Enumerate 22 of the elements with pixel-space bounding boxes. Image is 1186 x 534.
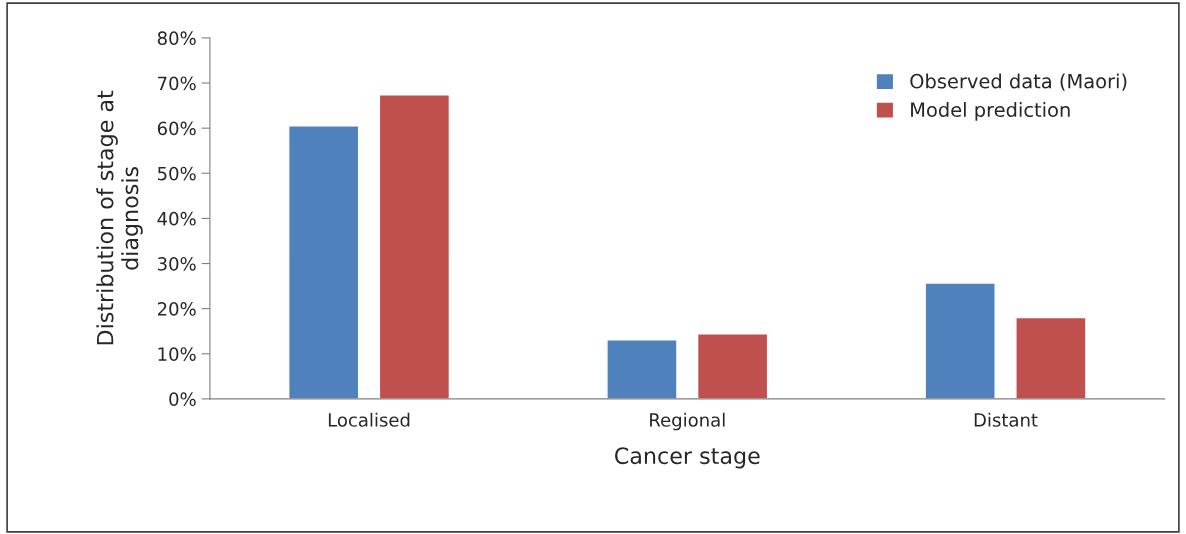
y-tick-label: 50% [157, 166, 196, 181]
x-tick-label: Distant [974, 412, 1038, 427]
y-tick-label: 40% [157, 211, 196, 226]
y-axis-title: Distribution of stage at diagnosis [96, 90, 143, 345]
bar [606, 339, 678, 399]
x-tick-label: Localised [328, 412, 410, 427]
y-tick-label: 10% [158, 347, 196, 361]
y-tick-label: 70% [158, 76, 196, 91]
y-tick-label: 0% [169, 392, 196, 407]
y-tick-label: 80% [157, 31, 196, 46]
y-tick-label: 60% [157, 121, 196, 136]
bar [924, 282, 996, 399]
legend-label: Observed data (Maori) [910, 73, 1127, 91]
bar [1015, 316, 1087, 399]
x-tick-label: Regional [650, 412, 725, 431]
x-axis-title: Cancer stage [615, 447, 760, 469]
bar [378, 94, 451, 399]
bar [287, 125, 360, 399]
bar [696, 333, 769, 399]
y-tick-label: 30% [157, 256, 196, 271]
y-tick-label: 20% [157, 302, 196, 316]
legend-label: Model prediction [911, 102, 1070, 121]
